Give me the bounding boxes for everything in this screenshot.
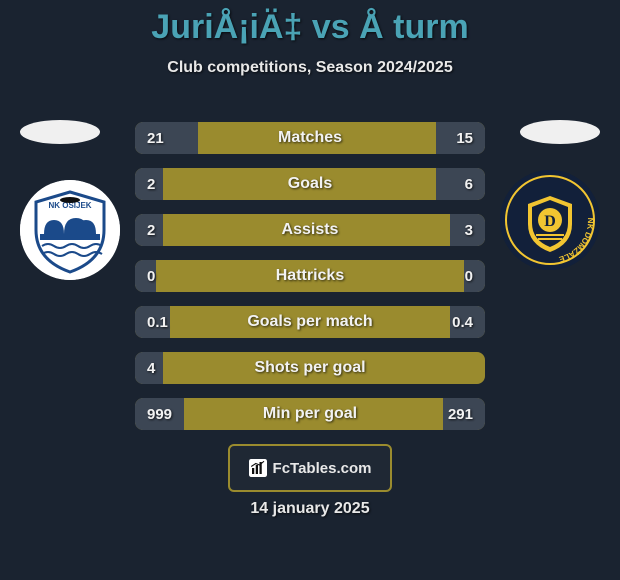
stat-value-left: 0.1	[147, 306, 168, 338]
stat-row: 00Hattricks	[135, 260, 485, 292]
stat-row-fill-left	[135, 122, 198, 154]
svg-text:D: D	[544, 213, 556, 230]
left-player-oval	[20, 120, 100, 144]
stat-row-track	[135, 352, 485, 384]
stat-row: 23Assists	[135, 214, 485, 246]
stat-row-track	[135, 398, 485, 430]
stat-value-left: 21	[147, 122, 164, 154]
bar-chart-icon	[249, 459, 267, 477]
stat-row-track	[135, 168, 485, 200]
stat-row: 26Goals	[135, 168, 485, 200]
left-club-badge-svg: NK OSIJEK	[20, 180, 120, 280]
footer-date: 14 january 2025	[0, 500, 620, 518]
right-player-oval	[520, 120, 600, 144]
stat-value-right: 6	[465, 168, 473, 200]
stat-value-left: 2	[147, 214, 155, 246]
stat-row: 4Shots per goal	[135, 352, 485, 384]
footer-logo-text: FcTables.com	[273, 460, 372, 477]
stat-row: 0.10.4Goals per match	[135, 306, 485, 338]
stat-rows: 2115Matches26Goals23Assists00Hattricks0.…	[135, 122, 485, 444]
stat-value-right: 15	[456, 122, 473, 154]
page-subtitle: Club competitions, Season 2024/2025	[0, 59, 620, 77]
stat-row-track	[135, 214, 485, 246]
stat-value-left: 4	[147, 352, 155, 384]
left-club-badge: NK OSIJEK	[20, 180, 120, 280]
stat-row-track	[135, 306, 485, 338]
stat-value-right: 291	[448, 398, 473, 430]
stat-value-right: 0.4	[452, 306, 473, 338]
right-club-badge: NK DOMŽALE D	[500, 170, 600, 270]
stat-value-right: 3	[465, 214, 473, 246]
stat-row-track	[135, 260, 485, 292]
footer-logo[interactable]: FcTables.com	[228, 444, 392, 492]
page-title: JuriÅ¡iÄ‡ vs Å turm	[0, 0, 620, 47]
stat-value-left: 2	[147, 168, 155, 200]
stat-value-left: 999	[147, 398, 172, 430]
stat-row-fill-right	[436, 168, 485, 200]
right-club-badge-svg: NK DOMŽALE D	[500, 170, 600, 270]
stat-value-left: 0	[147, 260, 155, 292]
stat-row: 999291Min per goal	[135, 398, 485, 430]
content: JuriÅ¡iÄ‡ vs Å turm Club competitions, S…	[0, 0, 620, 580]
stat-row: 2115Matches	[135, 122, 485, 154]
stat-value-right: 0	[465, 260, 473, 292]
